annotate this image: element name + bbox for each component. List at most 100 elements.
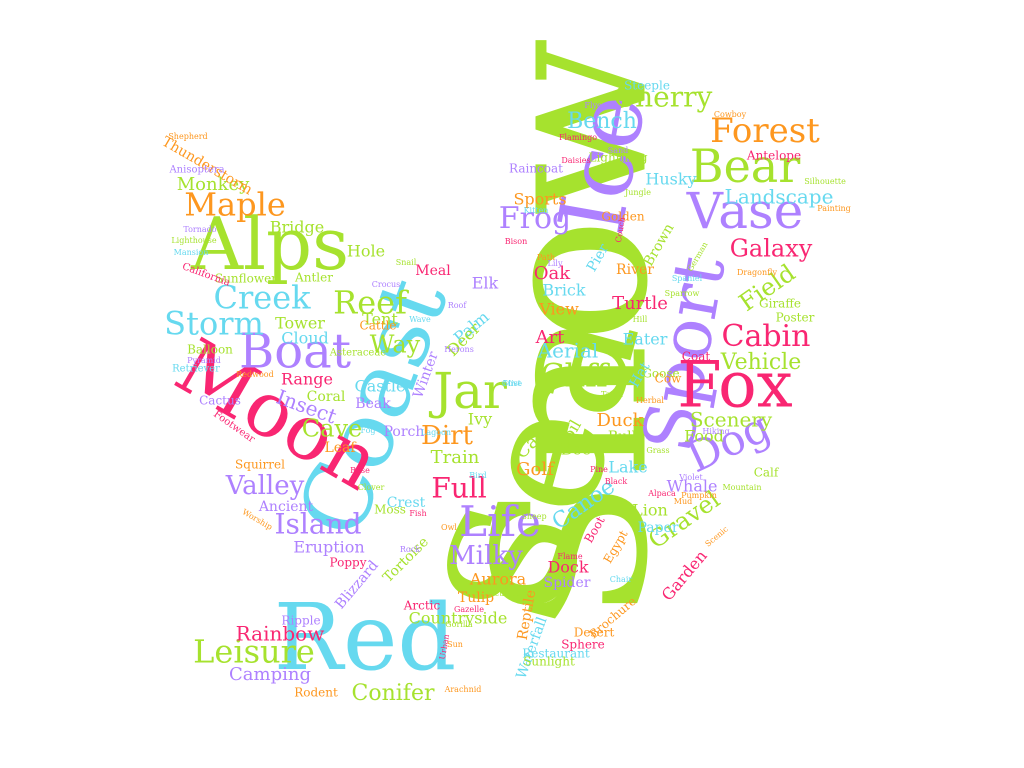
cloud-word: Arctic xyxy=(403,599,441,613)
cloud-word: Pumpkin xyxy=(681,491,717,500)
cloud-word: Meal xyxy=(415,263,451,279)
cloud-word: Forest xyxy=(710,111,820,151)
cloud-word: Way xyxy=(370,331,421,359)
cloud-word: Calf xyxy=(754,466,780,480)
cloud-word: Milky xyxy=(449,541,523,571)
cloud-word: Spider xyxy=(544,575,591,591)
cloud-word: Whale xyxy=(667,477,718,496)
cloud-word: Roof xyxy=(448,301,468,310)
cloud-word: Bison xyxy=(505,237,528,246)
cloud-word: Storm xyxy=(164,305,264,343)
cloud-word: Fog xyxy=(360,426,375,435)
cloud-word: Black xyxy=(605,477,628,486)
cloud-word: Bull xyxy=(608,429,637,445)
cloud-word: Countryside xyxy=(409,609,508,628)
cloud-word: Spaniel xyxy=(672,274,703,283)
cloud-word: Ice xyxy=(539,86,667,241)
cloud-word: Crest xyxy=(387,495,426,511)
cloud-word: Dock xyxy=(547,558,588,577)
cloud-word: Monkey xyxy=(177,174,250,195)
cloud-word: Fox xyxy=(677,349,793,423)
cloud-word: Redwood xyxy=(236,370,273,379)
cloud-word: Maple xyxy=(184,186,286,224)
cloud-word: Bench xyxy=(567,109,637,134)
word-cloud-words: SnowSeaCoastRedIceMoonAlpsSportFoxVaseBe… xyxy=(159,37,851,706)
cloud-word: Shepherd xyxy=(168,132,207,141)
cloud-word: Brick xyxy=(542,281,585,300)
cloud-word: Bee xyxy=(561,440,592,459)
cloud-word: Golf xyxy=(516,459,555,480)
cloud-word: Moss xyxy=(374,503,406,517)
cloud-word: Boat xyxy=(239,324,351,380)
cloud-word: Food xyxy=(684,427,724,446)
cloud-word: Clover xyxy=(358,483,385,492)
cloud-word: Island xyxy=(274,508,361,541)
cloud-word: Dirt xyxy=(421,421,474,451)
cloud-word: Scenery xyxy=(690,408,773,432)
cloud-word: Cowboy xyxy=(714,110,747,119)
cloud-word: Alpaca xyxy=(647,489,676,498)
cloud-word: Lake xyxy=(608,458,647,477)
cloud-word: Mansion xyxy=(174,248,209,257)
cloud-word: Chair xyxy=(610,575,633,584)
cloud-word: Husky xyxy=(645,170,696,189)
cloud-word: Path xyxy=(537,253,555,262)
cloud-word: Sculpture xyxy=(489,589,529,598)
cloud-word: Snow xyxy=(450,37,695,622)
cloud-word: Pyramid xyxy=(187,356,221,365)
cloud-word: Crocus xyxy=(372,280,401,289)
cloud-word: Grass xyxy=(646,446,669,455)
cloud-word: Poster xyxy=(776,311,815,325)
cloud-word: Coat xyxy=(682,350,711,364)
cloud-word: Lion xyxy=(632,501,668,520)
cloud-word: Full xyxy=(431,472,486,505)
cloud-word: Mountain xyxy=(722,483,761,492)
cloud-word: Vase xyxy=(686,182,804,240)
cloud-word: Taiga xyxy=(601,390,623,399)
cloud-word: Aurora xyxy=(469,570,527,589)
cloud-word: Violet xyxy=(678,473,703,482)
cloud-word: Leaf xyxy=(324,440,357,456)
cloud-word: Life xyxy=(459,497,541,546)
cloud-word: Cactus xyxy=(199,394,241,408)
cloud-word: Alps xyxy=(190,202,349,286)
cloud-word: Squirrel xyxy=(235,458,285,472)
cloud-word: Aerial xyxy=(537,339,599,363)
cloud-word: Tower xyxy=(275,314,325,333)
cloud-word: Landscape xyxy=(725,185,834,209)
cloud-word: Retriever xyxy=(172,364,220,375)
cloud-word: Ripple xyxy=(281,614,320,628)
cloud-word: Cliff xyxy=(540,357,610,395)
cloud-word: River xyxy=(616,262,654,278)
cloud-word: Sheep xyxy=(521,512,546,521)
cloud-word: Ivy xyxy=(468,410,492,429)
cloud-word: Valley xyxy=(225,471,305,501)
cloud-word: Poppy xyxy=(330,556,367,570)
cloud-word: Eruption xyxy=(293,538,364,557)
cloud-word: Beak xyxy=(355,396,391,412)
cloud-word: Kitten xyxy=(524,206,549,215)
cloud-word: Flyer xyxy=(584,101,605,110)
cloud-word: Arachnid xyxy=(444,685,482,694)
cloud-word: Restaurant xyxy=(522,647,590,661)
cloud-word: Bridge xyxy=(270,218,324,237)
cloud-word: Oak xyxy=(534,263,571,284)
cloud-word: Jungle xyxy=(624,188,651,197)
cloud-word: Tulip xyxy=(458,590,494,606)
cloud-word: Coral xyxy=(307,389,346,405)
cloud-word: Leisure xyxy=(193,633,315,671)
cloud-word: Balloon xyxy=(187,343,233,357)
cloud-word: Conifer xyxy=(352,681,435,706)
cloud-word: Sports xyxy=(513,190,566,209)
cloud-word: Camping xyxy=(229,664,311,685)
cloud-word: Mud xyxy=(674,497,692,506)
cloud-word: Herons xyxy=(444,345,474,354)
cloud-word: Golden xyxy=(601,210,644,224)
cloud-word: Red xyxy=(274,584,457,691)
cloud-word: Bear xyxy=(690,139,800,193)
cloud-word: Elk xyxy=(472,274,499,293)
cloud-word: Turtle xyxy=(612,293,668,314)
cloud-word: Snail xyxy=(396,258,417,267)
cloud-word: Antelope xyxy=(746,149,801,163)
